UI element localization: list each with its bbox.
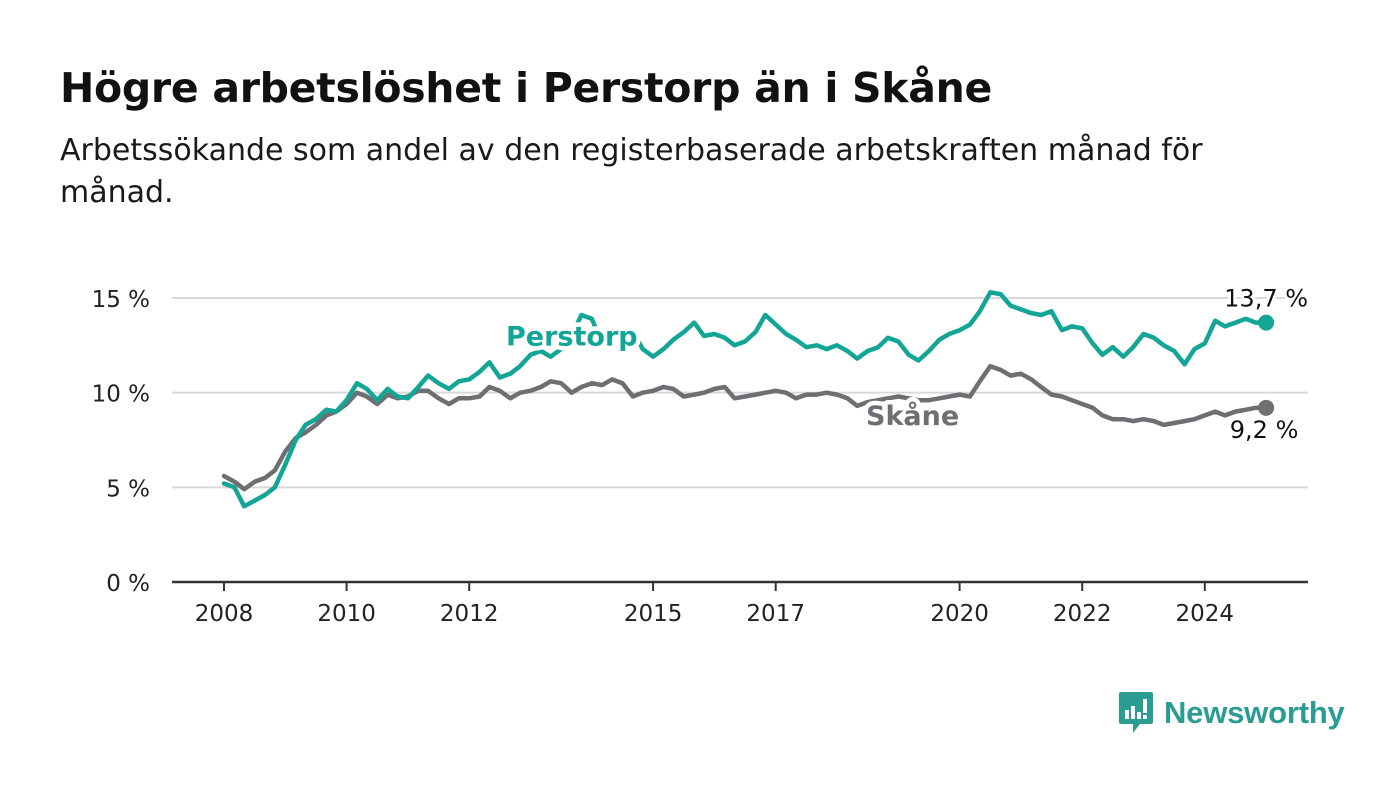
y-axis-tick-labels: 0 % 5 % 10 % 15 %: [92, 287, 150, 597]
newsworthy-logo-icon: [1119, 692, 1153, 733]
series-label-perstorp: Perstorp: [506, 321, 638, 352]
series-line-perstorp: [221, 290, 1269, 509]
end-point-perstorp: [1258, 314, 1275, 331]
y-tick-label: 0 %: [106, 571, 150, 597]
x-axis-tick-labels: 2008 2010 2012 2015 2017 2020 2022 2024: [195, 582, 1234, 627]
end-point-skane: [1258, 399, 1275, 416]
series-lines: [221, 290, 1275, 509]
series-line-skane: [221, 363, 1269, 492]
series-label-skane: Skåne: [866, 400, 959, 432]
x-tick-label: 2022: [1053, 601, 1112, 627]
x-tick-label: 2020: [930, 601, 989, 627]
y-tick-label: 5 %: [106, 476, 150, 502]
series-labels: Perstorp Skåne 13,7 % 9,2 %: [502, 282, 1312, 447]
chart-subtitle: Arbetssökande som andel av den registerb…: [60, 133, 1203, 210]
x-tick-label: 2012: [440, 601, 499, 627]
y-tick-label: 10 %: [92, 382, 150, 408]
x-tick-label: 2015: [624, 601, 683, 627]
chart-title: Högre arbetslöshet i Perstorp än i Skåne: [60, 64, 993, 112]
y-tick-label: 15 %: [92, 287, 150, 313]
end-value-label-skane: 9,2 %: [1230, 416, 1299, 444]
end-value-label-perstorp: 13,7 %: [1224, 285, 1308, 313]
newsworthy-logo-text: Newsworthy: [1164, 695, 1345, 730]
newsworthy-logo[interactable]: Newsworthy: [1118, 690, 1345, 736]
grid-lines: [172, 297, 1308, 489]
x-tick-label: 2010: [317, 601, 376, 627]
x-tick-label: 2024: [1176, 601, 1235, 627]
x-tick-label: 2017: [746, 601, 805, 627]
x-tick-label: 2008: [195, 601, 254, 627]
